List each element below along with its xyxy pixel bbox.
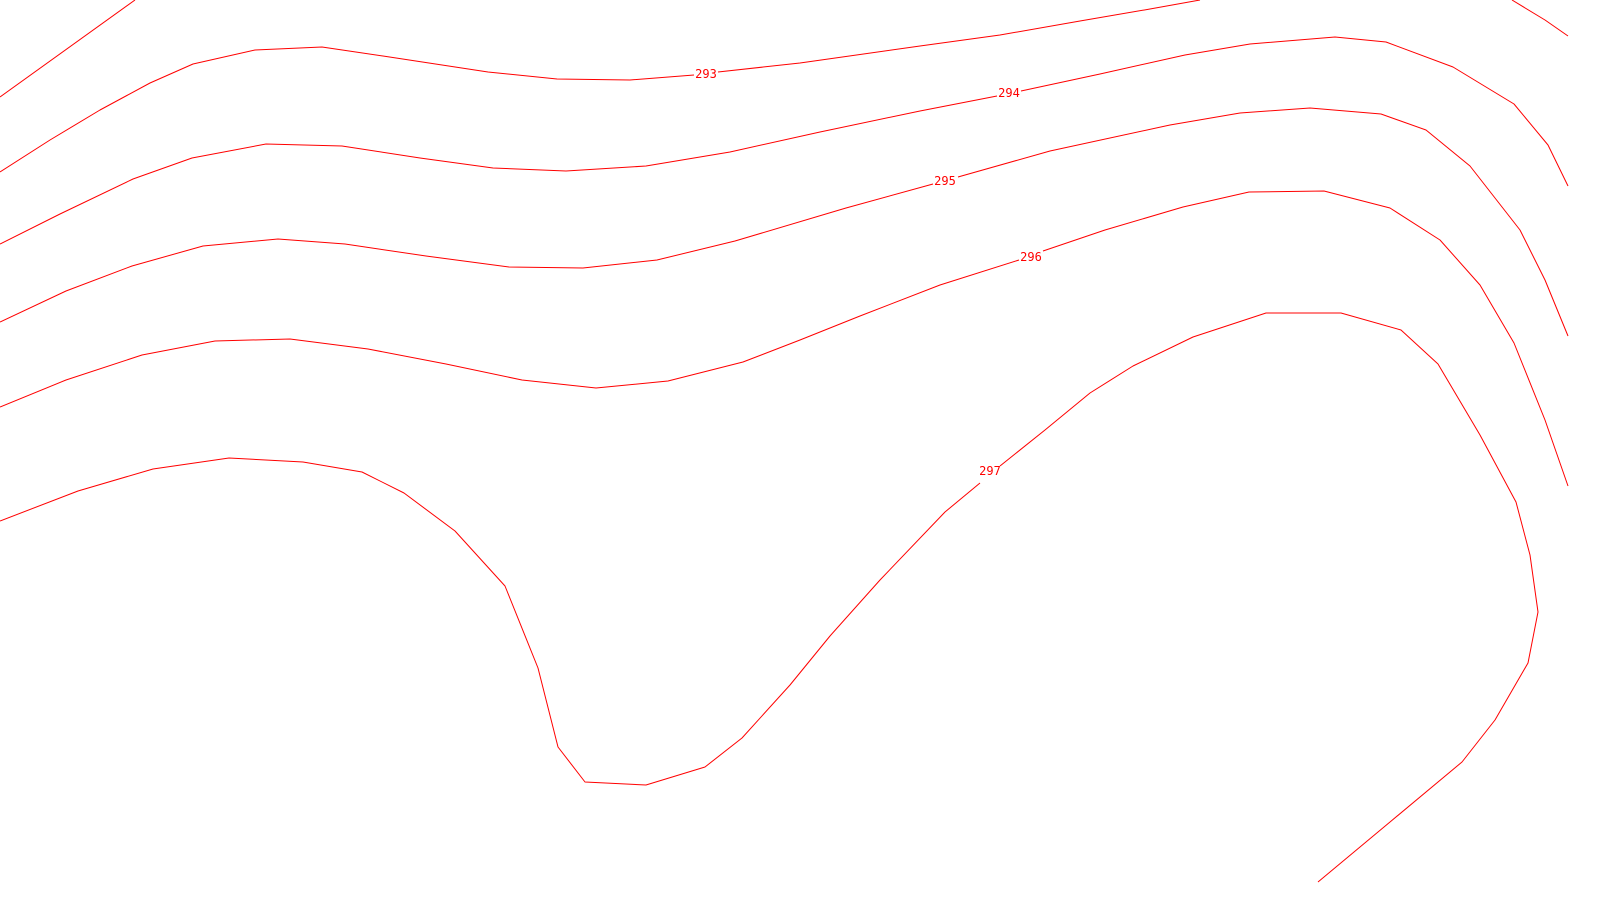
contour-line-top-right-edge — [1511, 0, 1569, 37]
contour-label-293: 293 — [695, 67, 717, 81]
contour-label-294: 294 — [998, 86, 1020, 100]
contour-line-296 — [0, 190, 1569, 487]
contour-line-294 — [0, 36, 1569, 245]
contour-line-top-left — [0, 0, 136, 98]
contour-label-297: 297 — [979, 464, 1001, 478]
contour-label-295: 295 — [934, 174, 956, 188]
contour-line-297 — [0, 312, 1539, 883]
contour-line-293 — [0, 0, 1201, 173]
contour-label-296: 296 — [1020, 250, 1042, 264]
contour-line-295 — [0, 107, 1569, 337]
